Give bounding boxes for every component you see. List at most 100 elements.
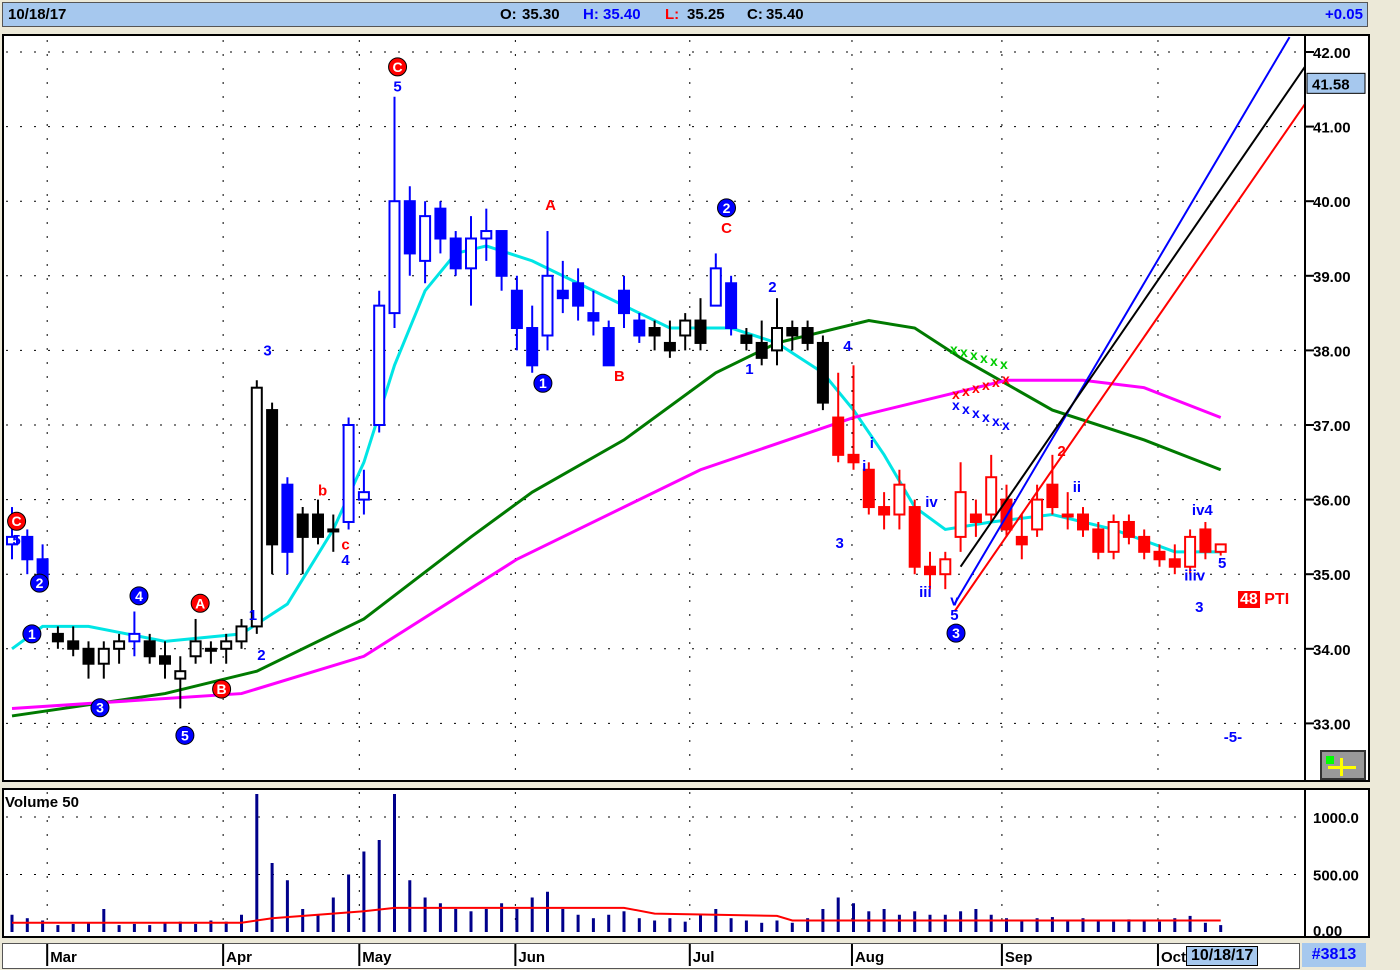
wave-label: b <box>318 483 327 500</box>
candle-body <box>878 506 891 516</box>
wave-label-circle <box>22 624 42 644</box>
wave-label: 2 <box>257 647 265 664</box>
candle-body <box>235 625 248 643</box>
candle-body <box>97 647 110 665</box>
wave-label-circle <box>175 725 195 745</box>
wave-label: 5 <box>12 532 20 549</box>
candle-body <box>1061 513 1074 518</box>
candle-body <box>924 565 936 576</box>
price-axis[interactable] <box>1304 36 1366 780</box>
wave-label: iii <box>919 584 932 601</box>
y-tick-label: 42.00 <box>1313 45 1351 62</box>
candle-body <box>556 289 569 300</box>
candle-body <box>1153 550 1166 561</box>
volume-tick-label: 0.00 <box>1313 923 1342 940</box>
wave-label: 2 <box>723 200 731 216</box>
wave-label-circle <box>533 373 553 393</box>
x-tick-label-jul: Jul <box>693 949 715 966</box>
candle-body <box>801 327 814 344</box>
chart-id: #3813 <box>1302 943 1366 967</box>
candle-body <box>250 386 263 628</box>
price-panel[interactable] <box>2 34 1370 782</box>
header-date: 10/18/17 <box>8 6 67 23</box>
candle-body <box>985 476 998 516</box>
wave-label: C <box>392 59 402 75</box>
candle-body <box>618 289 630 315</box>
x-tick-label-sep: Sep <box>1005 949 1033 966</box>
wave-label: B <box>614 368 625 385</box>
volume-tick-label: 1000.0 <box>1313 810 1359 827</box>
candle-body <box>1138 535 1151 553</box>
candle-body <box>465 237 477 270</box>
candle-body <box>495 230 508 277</box>
wave-label: 3 <box>96 700 104 716</box>
candle-body <box>51 632 64 643</box>
candle-body <box>449 237 462 270</box>
candle-body <box>159 655 171 665</box>
candle-body <box>174 670 187 680</box>
green-marker: x <box>970 347 978 363</box>
wave-label-circle <box>7 511 27 531</box>
candle-body <box>1107 520 1120 553</box>
close-value: 35.40 <box>766 6 804 23</box>
price-plot: xxxxxxxxxxxxxxxxxxC521345ABC5312bc41AB2C… <box>6 36 1304 746</box>
low-value: 35.25 <box>687 6 725 23</box>
candle-body <box>832 416 845 456</box>
candle-body <box>312 513 324 538</box>
candle-body <box>602 327 615 367</box>
candle-body <box>725 282 738 330</box>
wave-label-circle <box>717 198 737 218</box>
volume-axis[interactable] <box>1304 790 1366 936</box>
open-value: 35.30 <box>522 6 560 23</box>
blue-marker: x <box>962 401 970 417</box>
candle-body <box>771 327 783 352</box>
green-marker: x <box>1000 356 1008 372</box>
wave-label: 4 <box>135 588 143 604</box>
y-tick-label: 37.00 <box>1313 418 1351 435</box>
candle-body <box>67 640 80 650</box>
wave-label-circle <box>190 593 210 613</box>
x-tick-label-jun: Jun <box>518 949 545 966</box>
red-marker: x <box>952 386 960 402</box>
wave-label: C <box>721 220 732 237</box>
blue-marker: x <box>982 409 990 425</box>
volume-panel[interactable] <box>2 788 1370 938</box>
candle-body <box>786 327 799 337</box>
green-marker: x <box>960 344 968 360</box>
wave-label: 5 <box>393 78 401 95</box>
candle-body <box>1077 513 1089 531</box>
volume-ma-line <box>12 906 1221 924</box>
candle-body <box>633 319 646 337</box>
wave-label: c <box>341 536 349 553</box>
candle-body <box>113 640 126 650</box>
green-marker: x <box>980 350 988 366</box>
candle-body <box>266 409 279 546</box>
candle-body <box>755 341 768 359</box>
candle-body <box>908 506 921 568</box>
y-tick-label: 33.00 <box>1313 716 1351 733</box>
candle-body <box>373 304 386 427</box>
ma-mid-line <box>11 319 1222 718</box>
open-label: O: <box>500 6 517 23</box>
quote-header: 10/18/17 O: 35.30 H: 35.40 L: 35.25 C: 3… <box>2 2 1368 27</box>
candle-body <box>954 491 967 538</box>
price-marker <box>1306 72 1366 94</box>
wave-label: i <box>870 435 874 452</box>
ma-short-line <box>11 244 1221 651</box>
blue-marker: x <box>1002 417 1010 433</box>
candle-body <box>816 341 829 404</box>
red-marker: x <box>982 377 990 393</box>
wave-label: B <box>217 681 227 697</box>
scales-icon[interactable] <box>1320 750 1366 780</box>
candle-body <box>1199 528 1212 553</box>
wave-label: iiiv <box>1184 568 1206 585</box>
y-tick-label: 36.00 <box>1313 493 1351 510</box>
y-tick-label: 41.00 <box>1313 120 1351 137</box>
wave-label: iv4 <box>1192 502 1214 519</box>
wave-label: 4 <box>341 552 350 569</box>
wave-label: 5 <box>181 727 189 743</box>
date-axis[interactable] <box>2 943 1300 969</box>
trendline <box>953 103 1304 613</box>
y-tick-label: 35.00 <box>1313 567 1351 584</box>
